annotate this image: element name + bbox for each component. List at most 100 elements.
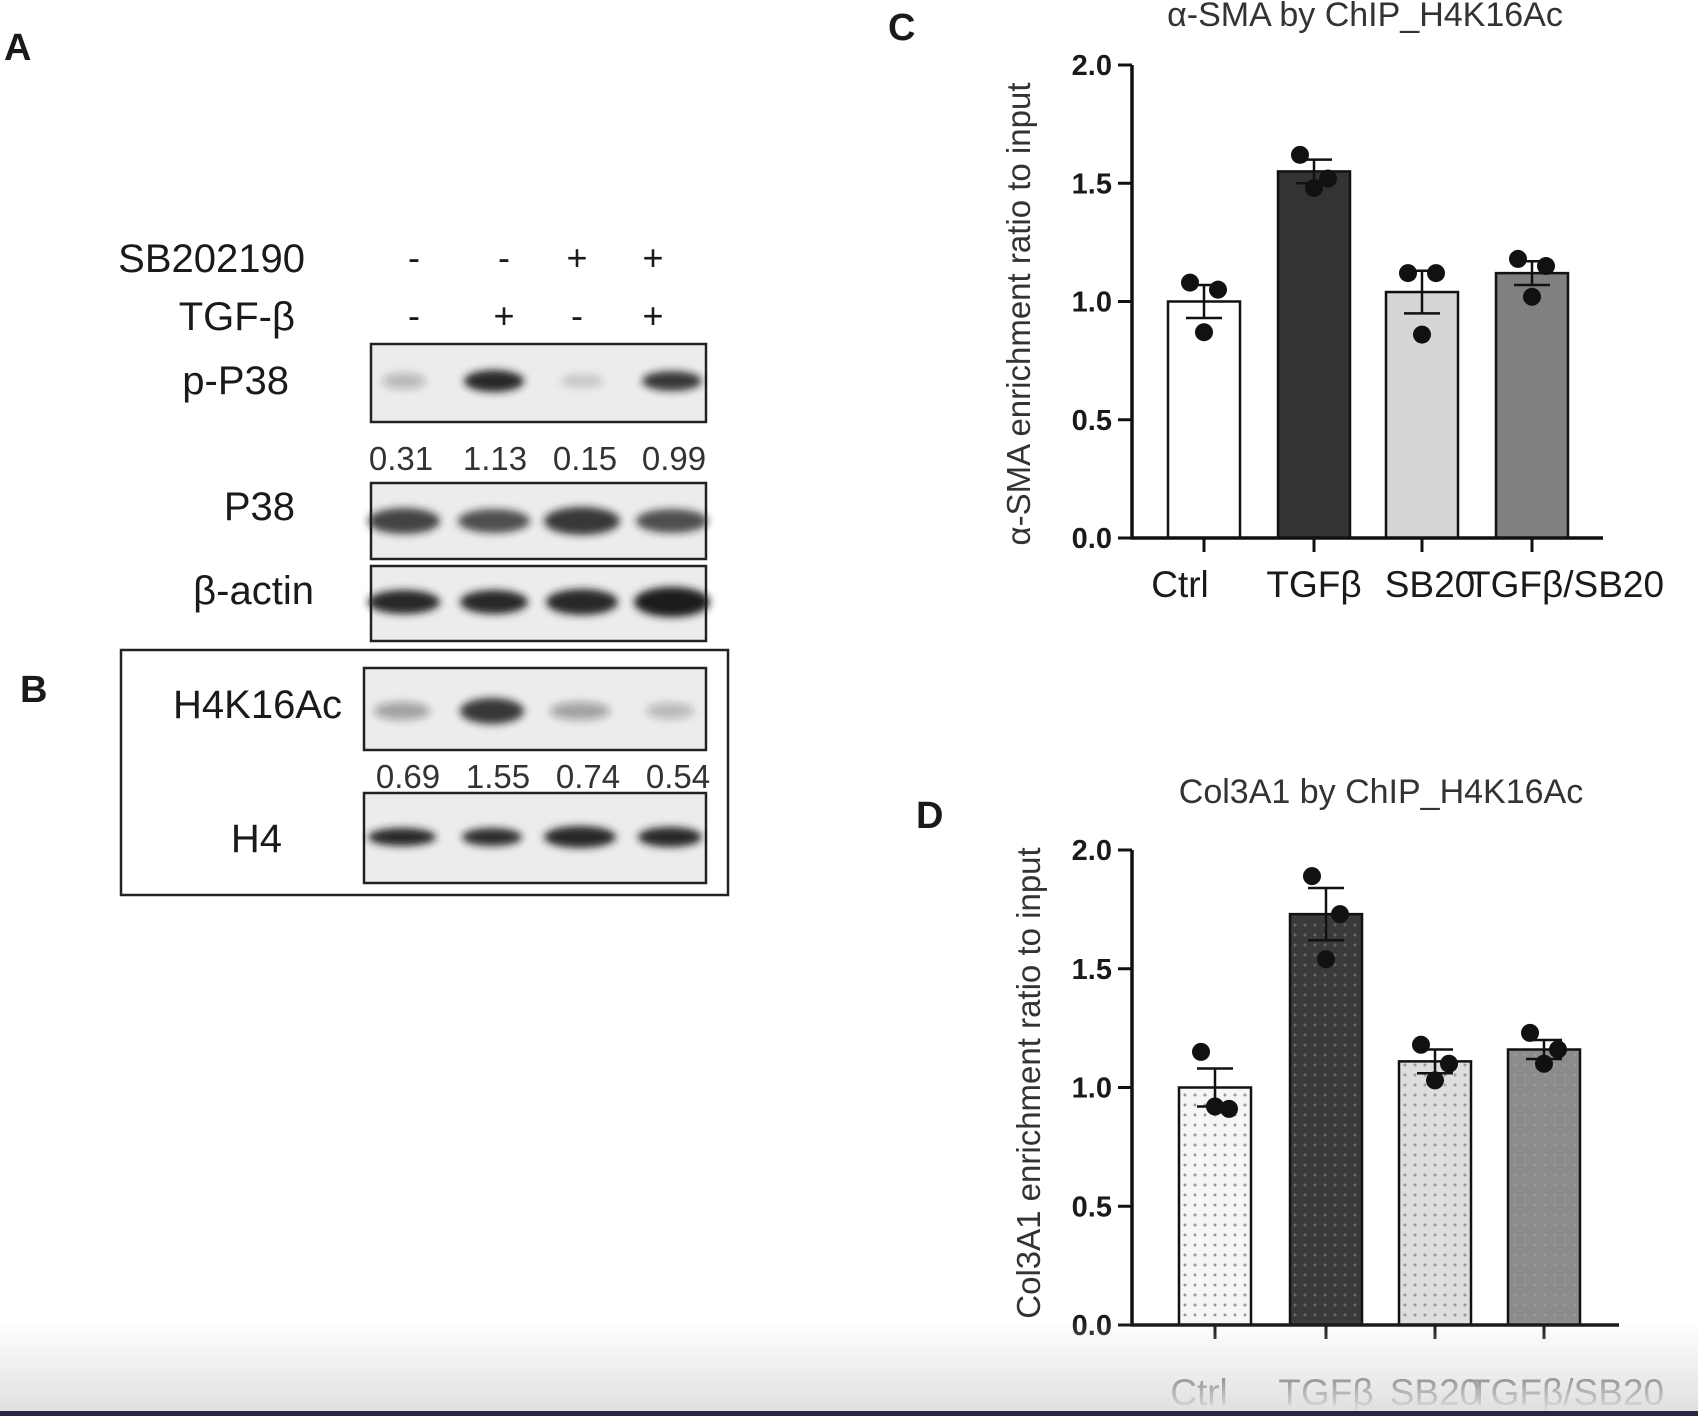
data-point (1509, 249, 1527, 268)
data-point (1317, 950, 1335, 969)
data-point (1206, 1097, 1224, 1116)
treatment-sign: + (642, 237, 663, 278)
bar (1276, 170, 1352, 540)
bar-pattern (1292, 916, 1360, 1325)
y-tick-label: 1.5 (1072, 168, 1112, 200)
y-tick-label: 1.0 (1072, 1073, 1112, 1105)
bar-pattern (1510, 1051, 1578, 1325)
protein-band (636, 509, 708, 533)
band-quantification: 0.74 (556, 758, 620, 795)
data-point (1426, 1071, 1444, 1090)
y-tick-label: 0.0 (1072, 523, 1112, 555)
treatment-sign: + (493, 295, 514, 336)
x-tick-label: SB20 (1390, 1372, 1481, 1413)
data-point (1303, 867, 1321, 886)
protein-band (460, 698, 524, 724)
x-tick-label: TGFβ/SB20 (1468, 1372, 1664, 1413)
x-tick-label: Ctrl (1170, 1372, 1228, 1413)
treatment-sign: + (642, 295, 663, 336)
bar (1494, 271, 1570, 540)
band-quantification: 1.13 (463, 440, 527, 477)
y-tick-label: 2.0 (1072, 835, 1112, 867)
blot-label: P38 (224, 485, 295, 529)
protein-band (560, 374, 604, 388)
x-tick-label: TGFβ (1278, 1372, 1373, 1413)
y-tick-label: 2.0 (1072, 50, 1112, 82)
blot-label: β-actin (193, 569, 314, 613)
data-point (1535, 1054, 1553, 1073)
data-point (1291, 145, 1309, 164)
y-tick-label: 0.5 (1072, 405, 1112, 437)
data-point (1521, 1023, 1539, 1042)
data-point (1399, 264, 1417, 283)
window-bottom-edge (0, 1411, 1698, 1416)
data-point (1209, 280, 1227, 299)
blot-label: H4 (231, 817, 282, 861)
protein-band (368, 508, 440, 534)
x-tick-label: SB20 (1385, 564, 1476, 605)
protein-band (464, 370, 524, 392)
protein-band (368, 828, 436, 846)
chart-alpha-sma: α-SMA by ChIP_H4K16Ac α-SMA enrichment ra… (1000, 0, 1664, 605)
y-tick-label: 0.0 (1072, 1310, 1112, 1342)
band-quantification: 0.99 (642, 440, 706, 477)
treatment-label: TGF-β (179, 295, 295, 339)
bar-pattern (1401, 1063, 1469, 1325)
data-point (1181, 273, 1199, 292)
y-tick-label: 1.5 (1072, 954, 1112, 986)
blot-label: H4K16Ac (173, 683, 342, 727)
data-point (1440, 1054, 1458, 1073)
protein-band (374, 702, 430, 720)
data-point (1427, 264, 1445, 283)
treatment-sign: - (408, 295, 420, 336)
y-axis-label: α-SMA enrichment ratio to input (1000, 83, 1037, 546)
treatment-sign: - (498, 237, 510, 278)
data-point (1412, 1035, 1430, 1054)
panel-label-b: B (20, 669, 47, 711)
protein-band (546, 589, 618, 615)
protein-band (634, 587, 710, 617)
treatment-sign: - (571, 295, 583, 336)
data-point (1549, 1040, 1567, 1059)
protein-band (550, 702, 610, 720)
x-tick-label: TGFβ (1266, 564, 1361, 605)
band-quantification: 0.54 (646, 758, 710, 795)
data-point (1220, 1099, 1238, 1118)
panel-label-c: C (888, 7, 915, 49)
treatment-label: SB202190 (118, 237, 305, 281)
data-point (1305, 178, 1323, 197)
chart-title: α-SMA by ChIP_H4K16Ac (1167, 0, 1563, 34)
bar-pattern (1181, 1089, 1249, 1325)
protein-band (544, 507, 620, 535)
data-point (1413, 325, 1431, 344)
panel-label-a: A (4, 27, 31, 69)
panel-b-frame (119, 648, 730, 897)
protein-band (368, 590, 440, 614)
band-quantification: 0.31 (369, 440, 433, 477)
protein-band (646, 703, 694, 719)
data-point (1192, 1042, 1210, 1061)
data-point (1523, 287, 1541, 306)
protein-band (458, 509, 530, 533)
protein-band (642, 371, 702, 391)
protein-band (460, 590, 528, 614)
protein-band (544, 826, 616, 848)
y-tick-label: 0.5 (1072, 1191, 1112, 1223)
data-point (1195, 323, 1213, 342)
y-tick-label: 1.0 (1072, 287, 1112, 319)
chart-col3a1: Col3A1 by ChIP_H4K16Ac Col3A1 enrichment … (1010, 773, 1664, 1413)
western-blot-panels: SB202190 - - + + TGF-β - + - + p-P38 0.31 1.13 0.15 0.… (118, 237, 710, 885)
treatment-sign: - (408, 237, 420, 278)
data-point (1319, 169, 1337, 188)
protein-band (638, 827, 702, 847)
chart-title: Col3A1 by ChIP_H4K16Ac (1179, 773, 1583, 811)
protein-band (382, 373, 426, 389)
band-quantification: 0.15 (553, 440, 617, 477)
treatment-sign: + (566, 237, 587, 278)
panel-label-d: D (916, 795, 943, 837)
x-tick-label: TGFβ/SB20 (1468, 564, 1664, 605)
protein-band (462, 828, 522, 846)
band-quantification: 1.55 (466, 758, 530, 795)
band-quantification: 0.69 (376, 758, 440, 795)
